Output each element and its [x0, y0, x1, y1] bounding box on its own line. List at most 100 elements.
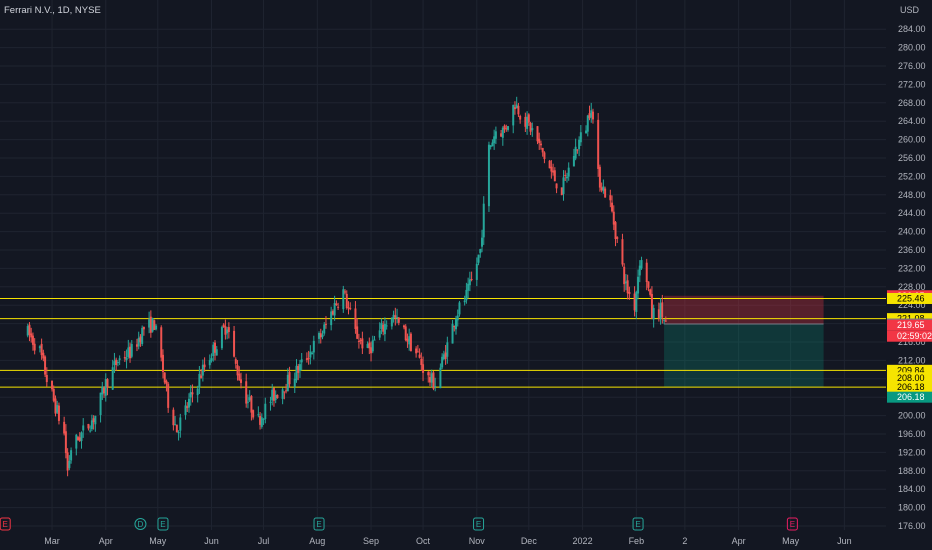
candle-body: [562, 177, 565, 194]
y-tick-label: 188.00: [898, 466, 926, 476]
candle-body: [383, 323, 386, 335]
candle-body: [585, 130, 588, 134]
candle-body: [649, 289, 652, 295]
candle-body: [104, 379, 107, 396]
candle-body: [647, 281, 650, 288]
candle-body: [446, 342, 449, 357]
candle-body: [529, 123, 532, 132]
x-tick-label: Apr: [732, 536, 746, 546]
candle-body: [390, 317, 393, 327]
candle-body: [272, 388, 275, 401]
candle-body: [330, 311, 333, 326]
candle-body: [458, 302, 461, 315]
x-tick-label: Jul: [258, 536, 270, 546]
x-tick-label: Oct: [416, 536, 431, 546]
time-axis[interactable]: Mar Apr May Jun Jul Aug Sep Oct Nov Dec 2022 Feb 2 Ap…: [44, 536, 851, 546]
candle-body: [203, 364, 206, 368]
candle-body: [337, 306, 340, 308]
price-tag: 209.84: [887, 364, 932, 376]
candle-body: [276, 394, 279, 399]
candle-body: [300, 359, 303, 363]
y-tick-label: 244.00: [898, 208, 926, 218]
candle-body: [430, 373, 433, 383]
candle-body: [106, 379, 109, 388]
x-tick-label: May: [782, 536, 800, 546]
event-label: D: [138, 520, 144, 529]
candle-body: [541, 147, 544, 153]
candle-body: [208, 360, 211, 366]
candle-body: [222, 324, 225, 327]
candle-body: [517, 106, 520, 115]
candle-body: [135, 344, 138, 347]
candle-body: [345, 293, 348, 309]
price-tag-bg: [887, 319, 932, 331]
y-tick-label: 264.00: [898, 116, 926, 126]
symbol-title[interactable]: Ferrari N.V., 1D, NYSE: [4, 5, 101, 16]
candle-body: [213, 342, 216, 353]
candle-body: [597, 119, 600, 169]
candle-body: [591, 111, 594, 120]
candle-body: [359, 339, 362, 341]
candle-body: [428, 377, 431, 383]
price-tag-bg: [887, 364, 932, 376]
price-tags: 226.05225.46221.08219.91219.6502:59:0220…: [887, 290, 932, 403]
candle-body: [366, 343, 369, 348]
candle-body: [481, 237, 484, 247]
candle-body: [196, 388, 199, 396]
candle-body: [626, 280, 629, 294]
candle-body: [526, 116, 529, 129]
candle-body: [344, 291, 347, 293]
candle-body: [468, 279, 471, 286]
candle-body: [175, 424, 178, 433]
price-tag-bg: [887, 330, 932, 342]
candle-body: [271, 389, 274, 401]
y-tick-label: 192.00: [898, 447, 926, 457]
candle-body: [392, 314, 395, 319]
candle-body: [661, 302, 664, 318]
candle-body: [439, 367, 442, 389]
candle-body: [564, 174, 567, 176]
price-tag-label: 206.18: [897, 382, 925, 392]
x-tick-label: May: [149, 536, 167, 546]
price-tag-label: 219.65: [897, 320, 925, 330]
candle-body: [373, 339, 376, 341]
candle-body: [394, 315, 397, 318]
candle-body: [652, 308, 655, 320]
y-tick-label: 216.00: [898, 337, 926, 347]
candle-body: [408, 336, 411, 345]
candle-body: [385, 325, 388, 327]
candle-body: [489, 145, 492, 147]
candle-body: [257, 414, 260, 416]
candle-body: [148, 319, 151, 328]
candle-body: [75, 434, 78, 449]
candle-body: [40, 343, 43, 356]
candle-body: [663, 319, 666, 321]
candle-body: [396, 316, 399, 318]
candle-body: [441, 356, 444, 368]
y-tick-label: 200.00: [898, 411, 926, 421]
candle-body: [312, 340, 315, 353]
price-tag-label: 209.84: [897, 365, 925, 375]
candle-body: [285, 390, 288, 392]
candle-body: [444, 352, 447, 359]
candle-body: [611, 202, 614, 212]
y-tick-label: 224.00: [898, 300, 926, 310]
price-axis[interactable]: USD 176.00 180.00 184.00 188.00 192.00 196.00…: [898, 5, 926, 531]
candle-body: [659, 303, 662, 319]
event-label: E: [160, 520, 165, 529]
event-marker: D: [134, 518, 147, 530]
candle-body: [633, 293, 636, 311]
candle-body: [142, 327, 145, 330]
x-tick-label: Jun: [204, 536, 219, 546]
candle-body: [507, 126, 510, 130]
y-tick-label: 184.00: [898, 484, 926, 494]
candle-body: [245, 381, 248, 404]
y-tick-label: 176.00: [898, 521, 926, 531]
y-tick-label: 212.00: [898, 355, 926, 365]
candle-body: [349, 307, 352, 310]
candle-body: [616, 237, 619, 239]
candle-body: [167, 383, 170, 408]
candle-body: [101, 386, 104, 395]
price-tag-bg: [887, 381, 932, 393]
